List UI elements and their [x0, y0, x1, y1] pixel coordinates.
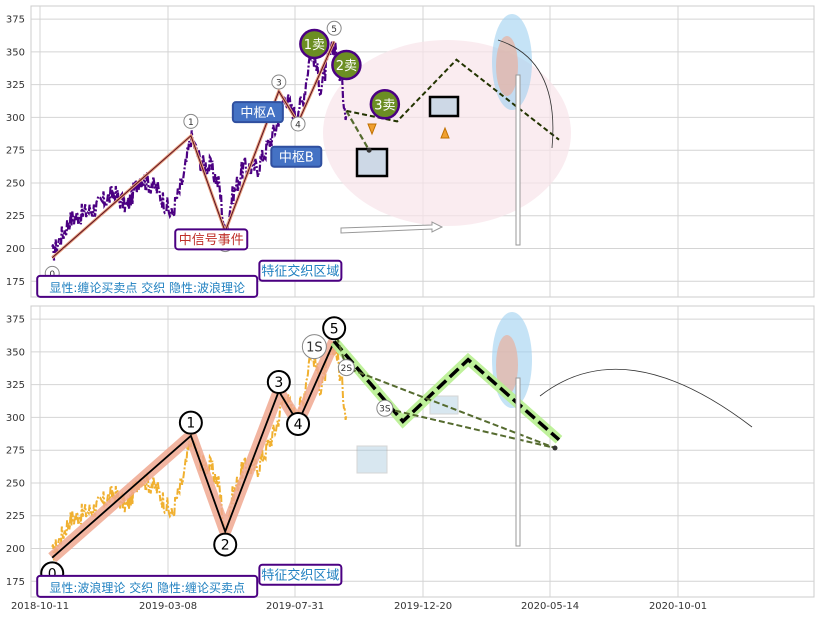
arrow — [367, 123, 377, 136]
pivot-zone-fill — [357, 149, 387, 176]
annotation-text: 2 — [221, 538, 230, 554]
annotation-text: 特征交织区域 — [261, 567, 339, 583]
y-tick-label: 175 — [6, 577, 25, 588]
forecast-marker — [552, 445, 558, 451]
annotation-text: 中信号事件 — [179, 233, 244, 248]
y-tick-label: 200 — [6, 244, 25, 255]
forecast-line — [346, 58, 560, 141]
wave-marker — [326, 20, 342, 36]
y-tick-label: 375 — [6, 315, 25, 326]
x-tick-label: 2019-03-08 — [139, 601, 197, 612]
annotation-text: 4 — [294, 417, 303, 433]
sell-point-marker — [299, 28, 330, 60]
y-tick-label: 200 — [6, 544, 25, 555]
annotation-text: 3S — [379, 404, 391, 414]
signal-event-label-box — [174, 228, 249, 251]
annotation-text: 中枢B — [279, 150, 314, 165]
y-tick-label: 325 — [6, 380, 25, 391]
x-tick-label: 2019-12-20 — [394, 601, 452, 612]
y-tick-label: 225 — [6, 211, 25, 222]
y-tick-label: 250 — [6, 178, 25, 189]
wave-marker — [178, 410, 203, 435]
feature-zone-label-box — [258, 563, 343, 586]
arc-line — [497, 39, 554, 149]
gauge-bar — [515, 74, 521, 246]
wave-marker — [213, 532, 238, 557]
y-tick-label: 375 — [6, 15, 25, 26]
arrow — [340, 221, 444, 234]
sell-signal-marker — [301, 334, 327, 360]
forecast-marker — [366, 147, 372, 153]
y-tick-label: 325 — [6, 80, 25, 91]
wave-path — [51, 341, 336, 559]
y-tick-label: 175 — [6, 277, 25, 288]
panel-legend-box — [36, 574, 259, 598]
annotation-text: 2S — [341, 364, 353, 374]
stroke-path — [51, 41, 335, 259]
y-tick-label: 300 — [6, 413, 25, 424]
arrow — [440, 126, 450, 139]
x-tick-label: 2019-07-31 — [266, 601, 324, 612]
annotation-text: 中枢A — [240, 106, 275, 121]
wave-marker — [286, 411, 311, 436]
top-panel: 1752002252502753003253503750123451卖2卖3卖中… — [6, 5, 815, 298]
annotation-text: 1卖 — [304, 38, 325, 53]
y-tick-label: 275 — [6, 146, 25, 157]
pivot-zone-box — [355, 147, 389, 178]
y-tick-label: 225 — [6, 511, 25, 522]
annotation-text: 1 — [186, 416, 195, 432]
annotation-text: 5 — [331, 25, 337, 35]
sell-signal-marker — [376, 399, 394, 417]
x-tick-label: 2020-10-01 — [649, 601, 707, 612]
annotation-text: 0 — [48, 566, 57, 582]
wave-marker — [322, 316, 347, 341]
arc-line — [539, 369, 753, 428]
bottom-panel: 175 200 225 250 275 300 325 350 375 0 1 2 3 4 5 1S 2S 3S 特… — [6, 305, 815, 598]
x-tick-label: 2020-05-14 — [521, 601, 579, 612]
annotation-text: 5 — [330, 321, 339, 337]
sell-point-marker — [331, 49, 362, 81]
pivot-a-label-box — [231, 101, 284, 124]
forecast-line — [332, 340, 561, 442]
wave-marker — [290, 116, 306, 132]
annotation-text: 1S — [306, 340, 323, 355]
pivot-zone-box — [428, 95, 460, 118]
feature-zone-label-box — [258, 259, 343, 282]
annotation-text: 2卖 — [336, 59, 357, 74]
annotation-text: 3卖 — [374, 98, 395, 113]
annotation-text: 1 — [188, 118, 194, 128]
y-tick-label: 350 — [6, 347, 25, 358]
highlight-ellipse — [496, 335, 518, 395]
gauge-bar — [515, 377, 521, 547]
annotation-text: 显性:缠论买卖点 交织 隐性:波浪理论 — [49, 280, 245, 295]
x-axis: 2018-10-11 2019-03-08 2019-07-31 2019-12… — [11, 601, 707, 612]
forecast-line — [333, 327, 556, 449]
y-tick-label: 275 — [6, 446, 25, 457]
y-tick-label: 300 — [6, 113, 25, 124]
annotation-text: 特征交织区域 — [261, 263, 339, 279]
y-tick-label: 350 — [6, 47, 25, 58]
annotation-text: 显性:波浪理论 交织 隐性:缠论买卖点 — [49, 580, 245, 595]
pivot-b-label-box — [270, 145, 323, 168]
highlight-ellipse — [496, 36, 518, 96]
pivot-zone-fill — [430, 97, 458, 116]
sell-point-marker — [369, 89, 401, 120]
y-tick-label: 250 — [6, 478, 25, 489]
wave-marker — [183, 113, 199, 129]
annotation-text: 4 — [295, 120, 301, 130]
forecast-line — [345, 110, 371, 151]
x-tick-label: 2018-10-11 — [11, 601, 69, 612]
sell-signal-marker — [337, 359, 355, 377]
wave-marker — [266, 370, 291, 395]
wave-marker — [271, 74, 287, 90]
annotation-text: 3 — [276, 79, 282, 89]
annotation-text: 3 — [274, 375, 283, 391]
panel-legend-box — [36, 274, 259, 298]
pivot-zone-box — [356, 445, 388, 474]
